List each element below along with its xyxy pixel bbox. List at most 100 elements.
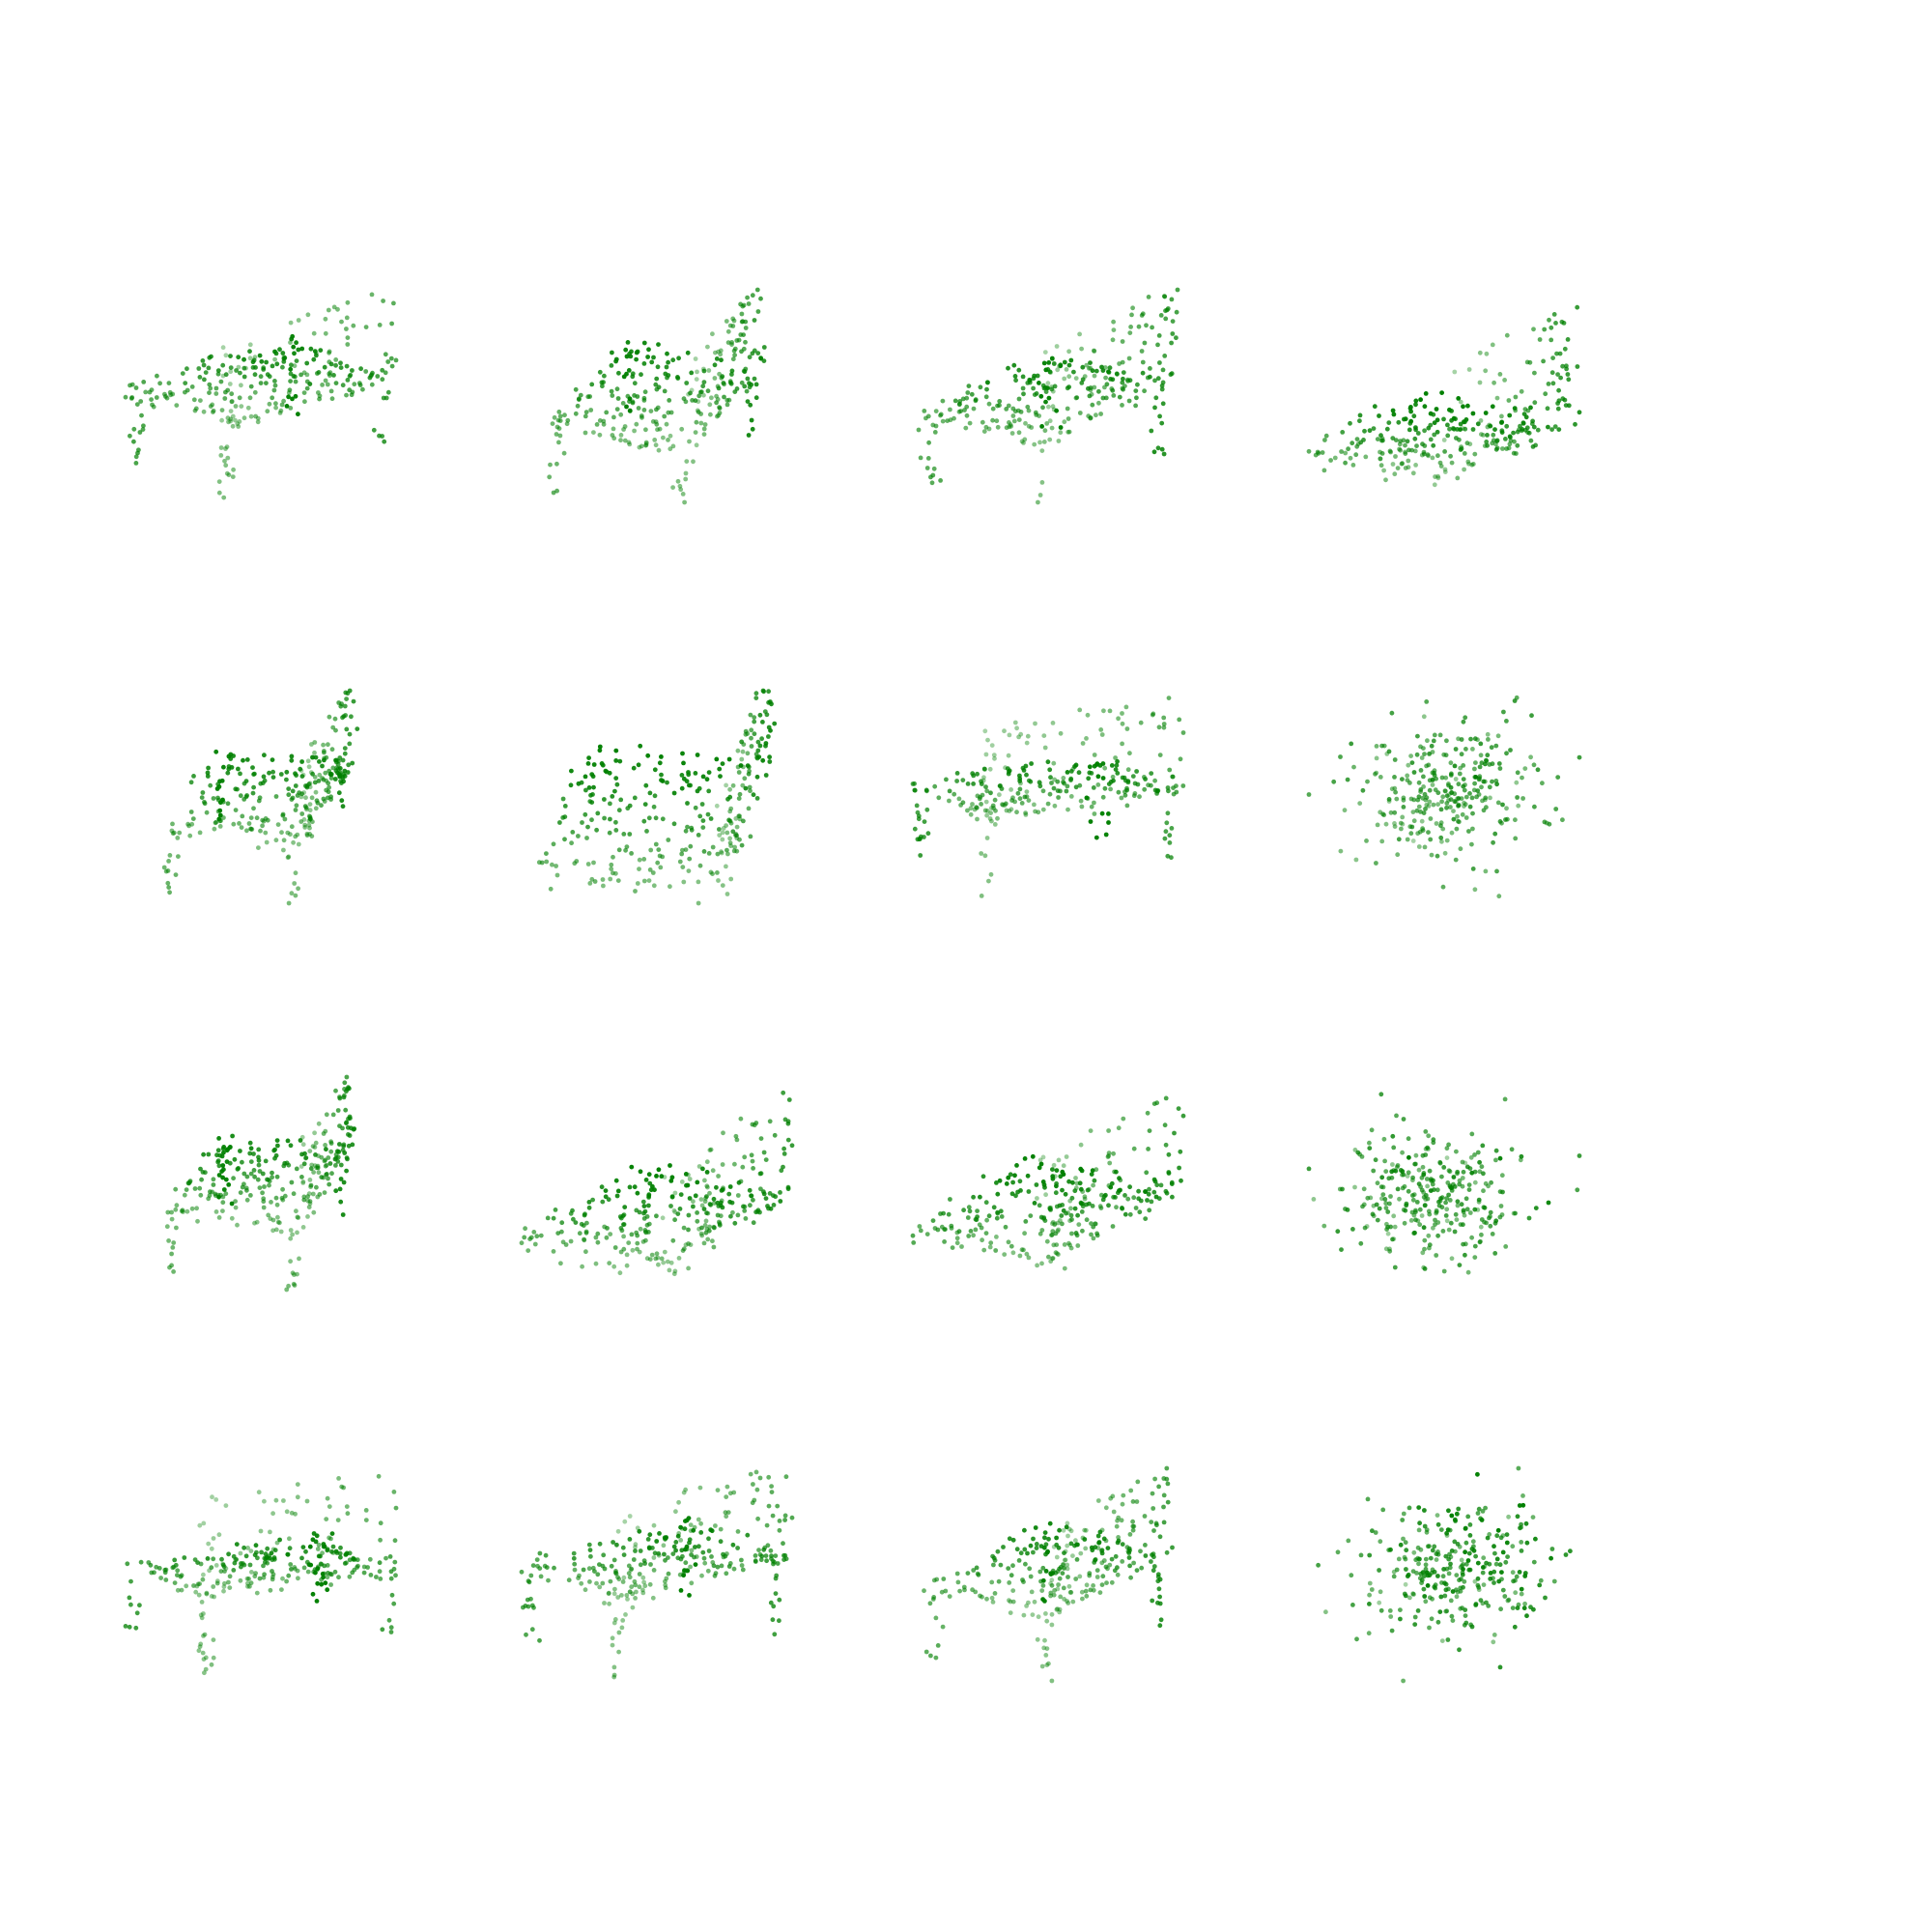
scatter-point: [1497, 372, 1503, 377]
scatter-point: [656, 1262, 661, 1267]
scatter-point: [1435, 417, 1440, 423]
scatter-point: [556, 410, 562, 414]
scatter-point: [1044, 1618, 1050, 1624]
scatter-point: [716, 385, 722, 391]
scatter-point: [1549, 1547, 1555, 1551]
scatter-point: [1011, 418, 1017, 424]
scatter-point: [1079, 346, 1084, 352]
scatter-point: [304, 385, 310, 391]
scatter-point: [997, 403, 1002, 408]
scatter-point: [1012, 1173, 1017, 1179]
scatter-point: [706, 770, 712, 775]
scatter-point: [714, 1184, 719, 1190]
scatter-point: [231, 753, 236, 758]
scatter-point: [1375, 822, 1380, 828]
scatter-point: [1477, 1239, 1483, 1245]
scatter-point: [1410, 1591, 1416, 1597]
scatter-point: [1422, 1237, 1428, 1243]
scatter-panel-r2-c0: [164, 1074, 357, 1293]
scatter-point: [707, 402, 713, 408]
scatter-point: [1138, 1198, 1144, 1204]
scatter-point: [171, 1240, 177, 1245]
scatter-point: [215, 1158, 221, 1163]
scatter-point: [338, 1554, 343, 1560]
scatter-point: [1028, 1543, 1034, 1548]
scatter-point: [1054, 1535, 1059, 1541]
scatter-point: [1163, 316, 1169, 322]
scatter-point: [646, 815, 652, 821]
scatter-point: [242, 374, 247, 380]
scatter-point: [1149, 1520, 1154, 1524]
scatter-point: [568, 1238, 574, 1244]
scatter-point: [661, 1543, 667, 1548]
scatter-point: [226, 766, 232, 772]
scatter-point: [201, 1611, 206, 1616]
scatter-point: [228, 416, 234, 422]
scatter-point: [288, 1259, 293, 1264]
scatter-point: [980, 1174, 986, 1179]
scatter-point: [1465, 403, 1470, 409]
scatter-point: [662, 1551, 667, 1557]
scatter-point: [1151, 1568, 1156, 1574]
scatter-point: [1106, 369, 1111, 375]
scatter-point: [293, 834, 298, 839]
scatter-point: [1387, 1201, 1392, 1207]
scatter-point: [1465, 1558, 1471, 1563]
scatter-point: [223, 463, 229, 469]
scatter-point: [615, 1188, 621, 1194]
scatter-point: [322, 1563, 327, 1569]
scatter-point: [1065, 783, 1070, 789]
scatter-point: [703, 1230, 709, 1236]
scatter-point: [347, 1550, 353, 1556]
scatter-point: [367, 1556, 373, 1562]
scatter-point: [1415, 797, 1421, 803]
scatter-point: [1120, 711, 1124, 716]
scatter-point: [1406, 1154, 1411, 1160]
scatter-point: [954, 771, 960, 776]
scatter-point: [1467, 791, 1472, 796]
scatter-point: [1083, 1527, 1089, 1533]
scatter-point: [273, 1227, 279, 1233]
scatter-point: [786, 1097, 792, 1102]
scatter-point: [313, 1152, 318, 1157]
scatter-point: [1431, 412, 1436, 417]
scatter-point: [957, 1588, 962, 1594]
scatter-point: [333, 757, 339, 763]
scatter-point: [616, 808, 622, 813]
scatter-point: [1080, 1228, 1085, 1234]
scatter-point: [231, 1553, 237, 1559]
scatter-point: [1462, 804, 1466, 809]
scatter-point: [1502, 1594, 1508, 1599]
scatter-point: [258, 374, 264, 380]
scatter-point: [1051, 1162, 1057, 1168]
scatter-point: [1396, 1556, 1402, 1562]
scatter-panel-r3-c2: [922, 1465, 1175, 1684]
scatter-point: [1117, 394, 1122, 400]
scatter-point: [1492, 1580, 1496, 1585]
scatter-point: [737, 813, 742, 819]
scatter-point: [1106, 1151, 1112, 1155]
scatter-point: [1411, 413, 1417, 419]
scatter-point: [782, 1518, 787, 1522]
scatter-point: [347, 1557, 353, 1563]
scatter-point: [1041, 440, 1047, 444]
scatter-point: [1043, 1569, 1049, 1574]
scatter-point: [1481, 1555, 1487, 1561]
scatter-point: [781, 1090, 786, 1095]
scatter-point: [1525, 430, 1530, 435]
scatter-point: [1147, 1128, 1152, 1133]
scatter-point: [244, 828, 249, 834]
scatter-point: [1166, 1171, 1172, 1176]
scatter-point: [660, 854, 666, 860]
scatter-point: [341, 1179, 347, 1185]
scatter-point: [519, 1569, 525, 1575]
scatter-point: [1378, 775, 1383, 780]
scatter-point: [1455, 1542, 1461, 1547]
scatter-point: [979, 894, 984, 898]
scatter-point: [777, 1527, 782, 1533]
scatter-point: [586, 1205, 592, 1210]
scatter-point: [220, 797, 225, 803]
scatter-point: [1492, 1569, 1497, 1575]
scatter-point: [340, 776, 346, 781]
scatter-point: [1157, 1623, 1163, 1629]
